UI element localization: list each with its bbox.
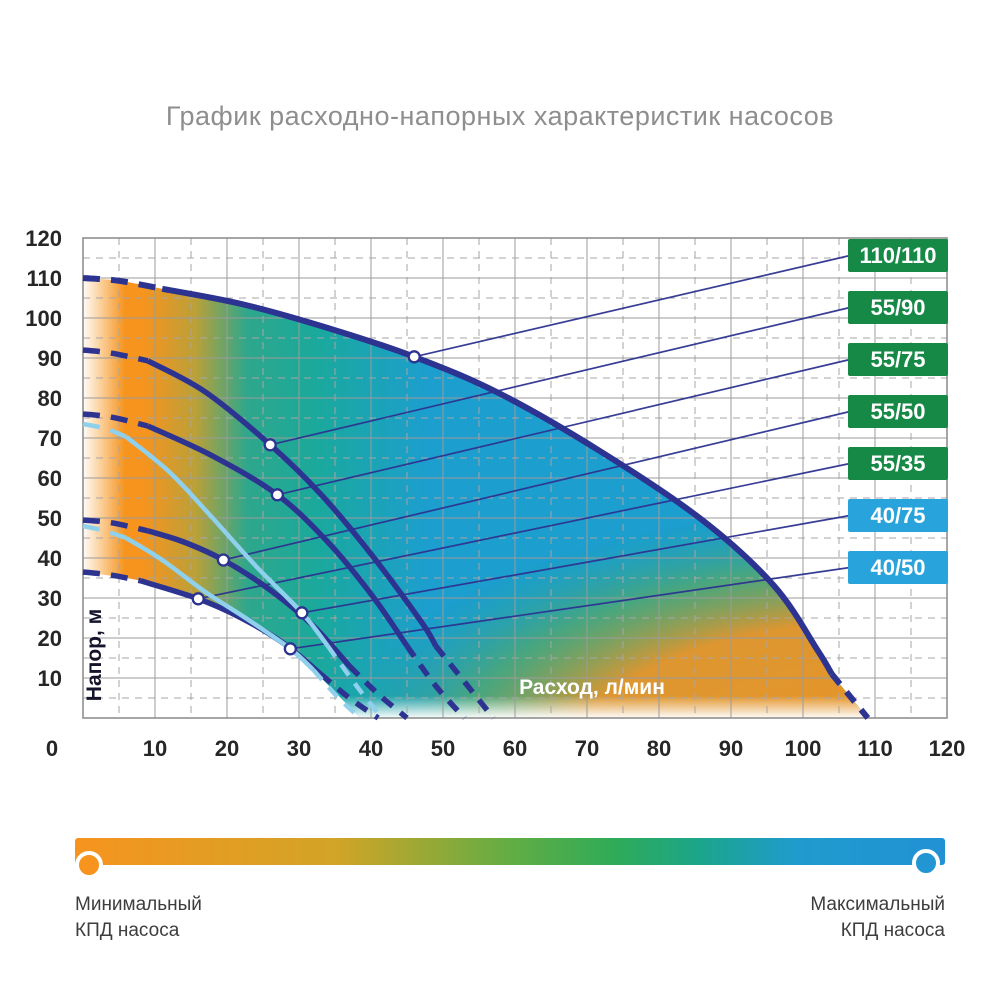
connector-line-55/50: [223, 410, 851, 561]
curve-40/75-head-dashed: [82, 421, 128, 439]
badge-40/75: [848, 499, 948, 532]
badge-55/75: [848, 343, 948, 376]
curve-55/35-head-dashed: [82, 569, 142, 584]
badge-label-55/50: 55/50: [870, 399, 925, 424]
badge-55/50: [848, 395, 948, 428]
max-efficiency-label-line2: КПД насоса: [840, 920, 945, 941]
min-efficiency-label: Минимальный КПД насоса: [75, 892, 202, 944]
connector-line-40/50: [290, 566, 851, 650]
y-tick-50: 50: [38, 506, 62, 531]
axis-titles: Расход, л/мин Напор, м: [83, 609, 665, 701]
badge-40/50: [848, 551, 948, 584]
curve-40/50-head-dashed: [82, 523, 127, 541]
x-tick-20: 20: [215, 736, 239, 761]
y-tick-120: 120: [25, 226, 62, 251]
y-tick-80: 80: [38, 386, 62, 411]
badge-55/90: [848, 291, 948, 324]
y-tick-90: 90: [38, 346, 62, 371]
curve-55/50-head-dashed: [82, 517, 149, 534]
y-tick-40: 40: [38, 546, 62, 571]
marker-dot-40/75: [295, 606, 309, 620]
efficiency-gradient-bar: [75, 838, 945, 865]
x-tick-30: 30: [287, 736, 311, 761]
curve-110/110: [161, 285, 835, 676]
marker-dot-55/90: [263, 438, 277, 452]
connector-line-55/35: [198, 462, 851, 600]
curve-55/75-head-dashed: [82, 411, 149, 429]
badge-label-40/50: 40/50: [870, 555, 925, 580]
x-tick-60: 60: [503, 736, 527, 761]
pump-curves: [82, 275, 871, 721]
marker-dot-55/75: [270, 488, 285, 502]
curve-55/90-head-dashed: [82, 347, 149, 364]
curve-110/110-tail-dashed: [829, 672, 871, 720]
x-tick-10: 10: [143, 736, 167, 761]
curve-markers: [191, 350, 421, 656]
x-tick-90: 90: [719, 736, 743, 761]
badge-110/110: [848, 239, 948, 272]
x-tick-40: 40: [359, 736, 383, 761]
badge-label-110/110: 110/110: [859, 243, 936, 268]
y-tick-30: 30: [38, 586, 62, 611]
x-axis-title: Расход, л/мин: [519, 676, 665, 699]
y-tick-10: 10: [38, 666, 62, 691]
x-tick-0: 0: [46, 736, 58, 761]
y-axis-title: Напор, м: [83, 609, 106, 701]
y-tick-20: 20: [38, 626, 62, 651]
badge-label-55/75: 55/75: [870, 347, 925, 372]
curve-40/50-tail-dashed: [311, 668, 362, 720]
connector-line-110/110: [414, 254, 851, 358]
y-tick-110: 110: [27, 266, 63, 291]
marker-dot-55/35: [191, 592, 205, 606]
y-tick-100: 100: [25, 306, 62, 331]
connector-line-40/75: [301, 514, 851, 614]
x-tick-100: 100: [785, 736, 822, 761]
marker-dot-110/110: [407, 350, 421, 364]
marker-dot-40/50: [283, 642, 298, 656]
min-efficiency-dot: [75, 851, 103, 879]
y-tick-60: 60: [38, 466, 62, 491]
badge-label-55/35: 55/35: [870, 451, 925, 476]
min-efficiency-label-line1: Минимальный: [75, 894, 202, 915]
y-tick-70: 70: [38, 426, 62, 451]
connector-line-55/90: [270, 306, 851, 446]
max-efficiency-label: Максимальный КПД насоса: [810, 892, 945, 944]
axis-tick-labels: 0 10 20 30 40 50 60 70 80 90 100 110 120 120 110 100 90 8…: [25, 226, 965, 761]
x-tick-110: 110: [857, 736, 893, 761]
x-tick-80: 80: [647, 736, 671, 761]
max-efficiency-dot: [912, 849, 940, 877]
min-efficiency-label-line2: КПД насоса: [75, 920, 180, 941]
x-tick-120: 120: [929, 736, 966, 761]
curve-110/110-head-dashed: [82, 275, 163, 292]
curve-55/50-tail-dashed: [347, 664, 409, 721]
badge-label-40/75: 40/75: [870, 503, 925, 528]
chart-title: График расходно-напорных характеристик н…: [165, 101, 835, 131]
x-tick-50: 50: [431, 736, 455, 761]
x-tick-70: 70: [575, 736, 599, 761]
curve-55/90-tail-dashed: [433, 644, 496, 720]
curve-55/75-tail-dashed: [404, 644, 467, 720]
curve-40/75-tail-dashed: [325, 644, 384, 720]
marker-dot-55/50: [216, 553, 231, 567]
pump-model-badges: 110/110 55/90 55/75 55/50 55/35 40/75 40/50: [848, 239, 948, 584]
badge-55/35: [848, 447, 948, 480]
curve-55/35-tail-dashed: [318, 671, 380, 721]
badge-label-55/90: 55/90: [870, 295, 925, 320]
curve-55/90: [146, 358, 439, 648]
curve-55/75: [146, 423, 410, 648]
max-efficiency-label-line1: Максимальный: [810, 894, 945, 915]
